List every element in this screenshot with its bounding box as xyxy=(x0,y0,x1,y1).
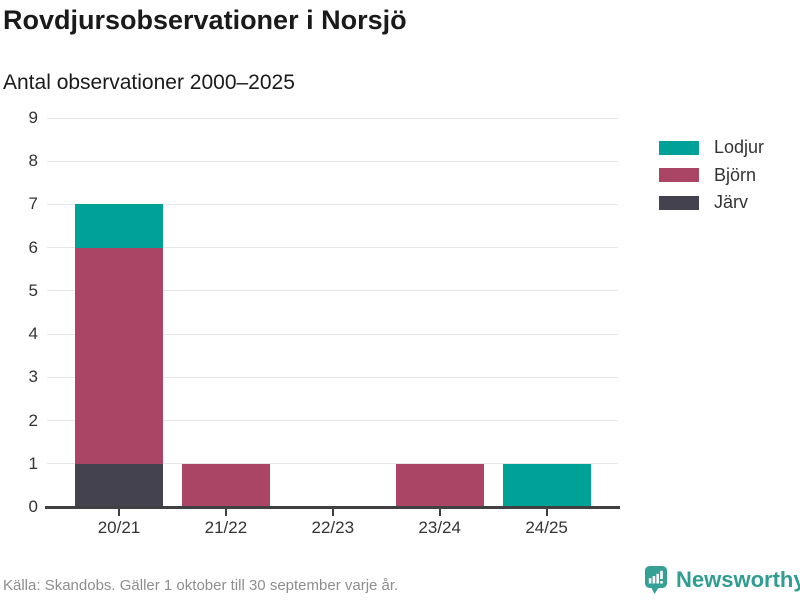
y-tick-label: 5 xyxy=(28,280,38,300)
bar-segment-lodjur xyxy=(502,463,591,507)
bar-segment-jrv xyxy=(75,463,163,507)
x-axis-tick xyxy=(224,509,227,516)
gridline xyxy=(47,376,618,378)
x-tick-label: 22/23 xyxy=(311,518,355,537)
x-tick-label: 21/22 xyxy=(204,518,248,537)
legend-item-lodjur[interactable]: Lodjur xyxy=(659,137,764,158)
legend-item-bjrn[interactable]: Björn xyxy=(659,165,756,186)
y-tick-label: 4 xyxy=(28,324,38,344)
y-tick-label: 6 xyxy=(28,237,38,257)
y-tick-label: 8 xyxy=(28,151,38,171)
legend-item-jrv[interactable]: Järv xyxy=(659,192,748,213)
bar-segment-bjrn xyxy=(75,247,163,464)
gridline xyxy=(47,203,618,205)
page-title: Rovdjursobservationer i Norsjö xyxy=(3,5,407,35)
bar-segment-bjrn xyxy=(395,463,484,507)
gridline xyxy=(47,420,618,422)
x-axis-tick xyxy=(438,509,441,516)
legend-label: Lodjur xyxy=(714,137,765,157)
y-tick-label: 3 xyxy=(28,367,38,387)
gridline xyxy=(47,290,618,292)
newsworthy-wordmark: Newsworthy xyxy=(676,567,800,592)
bar-segment-lodjur xyxy=(75,204,163,248)
x-axis-tick xyxy=(545,509,548,516)
gridline xyxy=(47,247,618,249)
x-tick-label: 23/24 xyxy=(418,518,461,537)
chart-subtitle: Antal observationer 2000–2025 xyxy=(3,71,295,94)
legend-swatch xyxy=(659,140,699,155)
newsworthy-logo[interactable]: Newsworthy xyxy=(644,565,800,595)
legend-swatch xyxy=(659,168,699,182)
legend-swatch xyxy=(659,195,699,210)
gridline xyxy=(47,160,618,162)
legend-label: Järv xyxy=(714,192,749,212)
x-tick-label: 20/21 xyxy=(97,518,141,537)
y-tick-label: 7 xyxy=(28,194,38,214)
y-tick-label: 2 xyxy=(28,410,38,430)
y-tick-label: 9 xyxy=(28,108,38,127)
x-axis-line xyxy=(45,506,620,509)
legend-label: Björn xyxy=(714,164,757,185)
y-tick-label: 0 xyxy=(28,497,38,516)
x-tick-label: 24/25 xyxy=(525,518,568,537)
bar-segment-bjrn xyxy=(181,463,270,507)
gridline xyxy=(47,333,618,335)
gridline xyxy=(47,117,618,119)
newsworthy-logo-icon xyxy=(644,565,668,595)
y-tick-label: 1 xyxy=(28,453,38,473)
source-text: Källa: Skandobs. Gäller 1 oktober till 3… xyxy=(3,577,399,594)
gridline xyxy=(47,463,618,465)
x-axis-tick xyxy=(331,509,334,516)
x-axis-tick xyxy=(118,509,120,516)
